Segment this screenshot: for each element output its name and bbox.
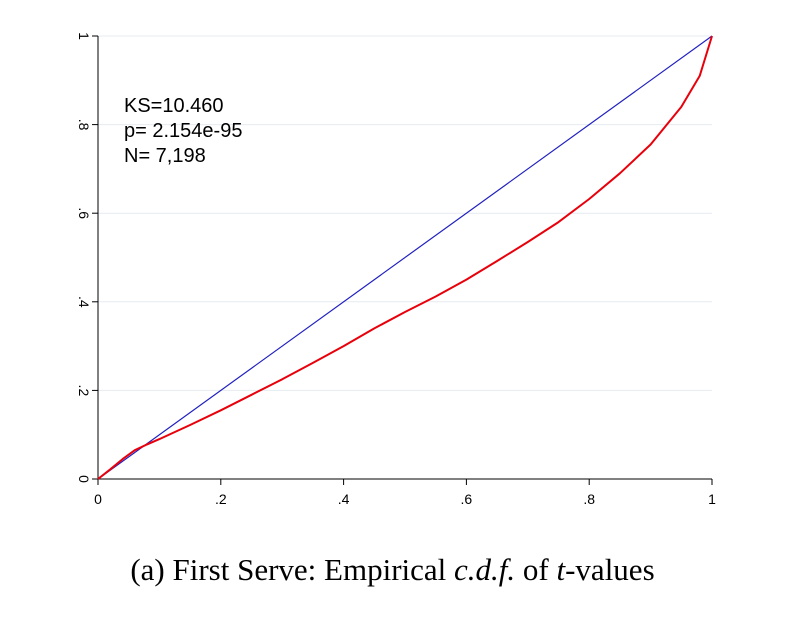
y-tick-label-5: 1 xyxy=(76,32,92,40)
caption-t: t xyxy=(556,552,566,587)
x-tick-label-5: 1 xyxy=(708,491,716,507)
series-line-1 xyxy=(97,35,713,480)
x-axis-ticks: 0 .2 .4 .6 .8 1 xyxy=(94,479,716,507)
y-axis-ticks: 0 .2 .4 .6 .8 1 xyxy=(76,32,98,483)
caption-cdf: c.d.f. xyxy=(454,552,516,587)
x-tick-label-3: .6 xyxy=(461,491,473,507)
annotation-n: N= 7,198 xyxy=(124,145,206,167)
figure-caption: (a) First Serve: Empirical c.d.f. of t-v… xyxy=(0,552,785,588)
stats-annotation: KS=10.460 p= 2.154e-95 N= 7,198 xyxy=(124,95,242,167)
series-line-0 xyxy=(97,35,713,480)
x-tick-label-1: .2 xyxy=(215,491,227,507)
x-tick-label-0: 0 xyxy=(94,491,102,507)
x-tick-label-4: .8 xyxy=(583,491,595,507)
caption-of: of xyxy=(515,552,557,587)
chart: 0 .2 .4 .6 .8 1 0 .2 .4 .6 .8 1 KS=10.460 p= 2.154… xyxy=(76,32,717,507)
y-tick-label-3: .6 xyxy=(76,207,92,219)
caption-tail: -values xyxy=(565,552,655,587)
x-tick-label-2: .4 xyxy=(338,491,350,507)
annotation-p: p= 2.154e-95 xyxy=(124,120,242,142)
gridlines xyxy=(98,35,712,391)
y-tick-label-4: .8 xyxy=(76,119,92,131)
y-tick-label-2: .4 xyxy=(76,296,92,308)
caption-label: (a) First Serve: Empirical xyxy=(130,552,455,587)
series-group xyxy=(97,35,713,480)
annotation-ks: KS=10.460 xyxy=(124,95,224,117)
y-tick-label-0: 0 xyxy=(76,475,92,483)
y-tick-label-1: .2 xyxy=(76,385,92,397)
